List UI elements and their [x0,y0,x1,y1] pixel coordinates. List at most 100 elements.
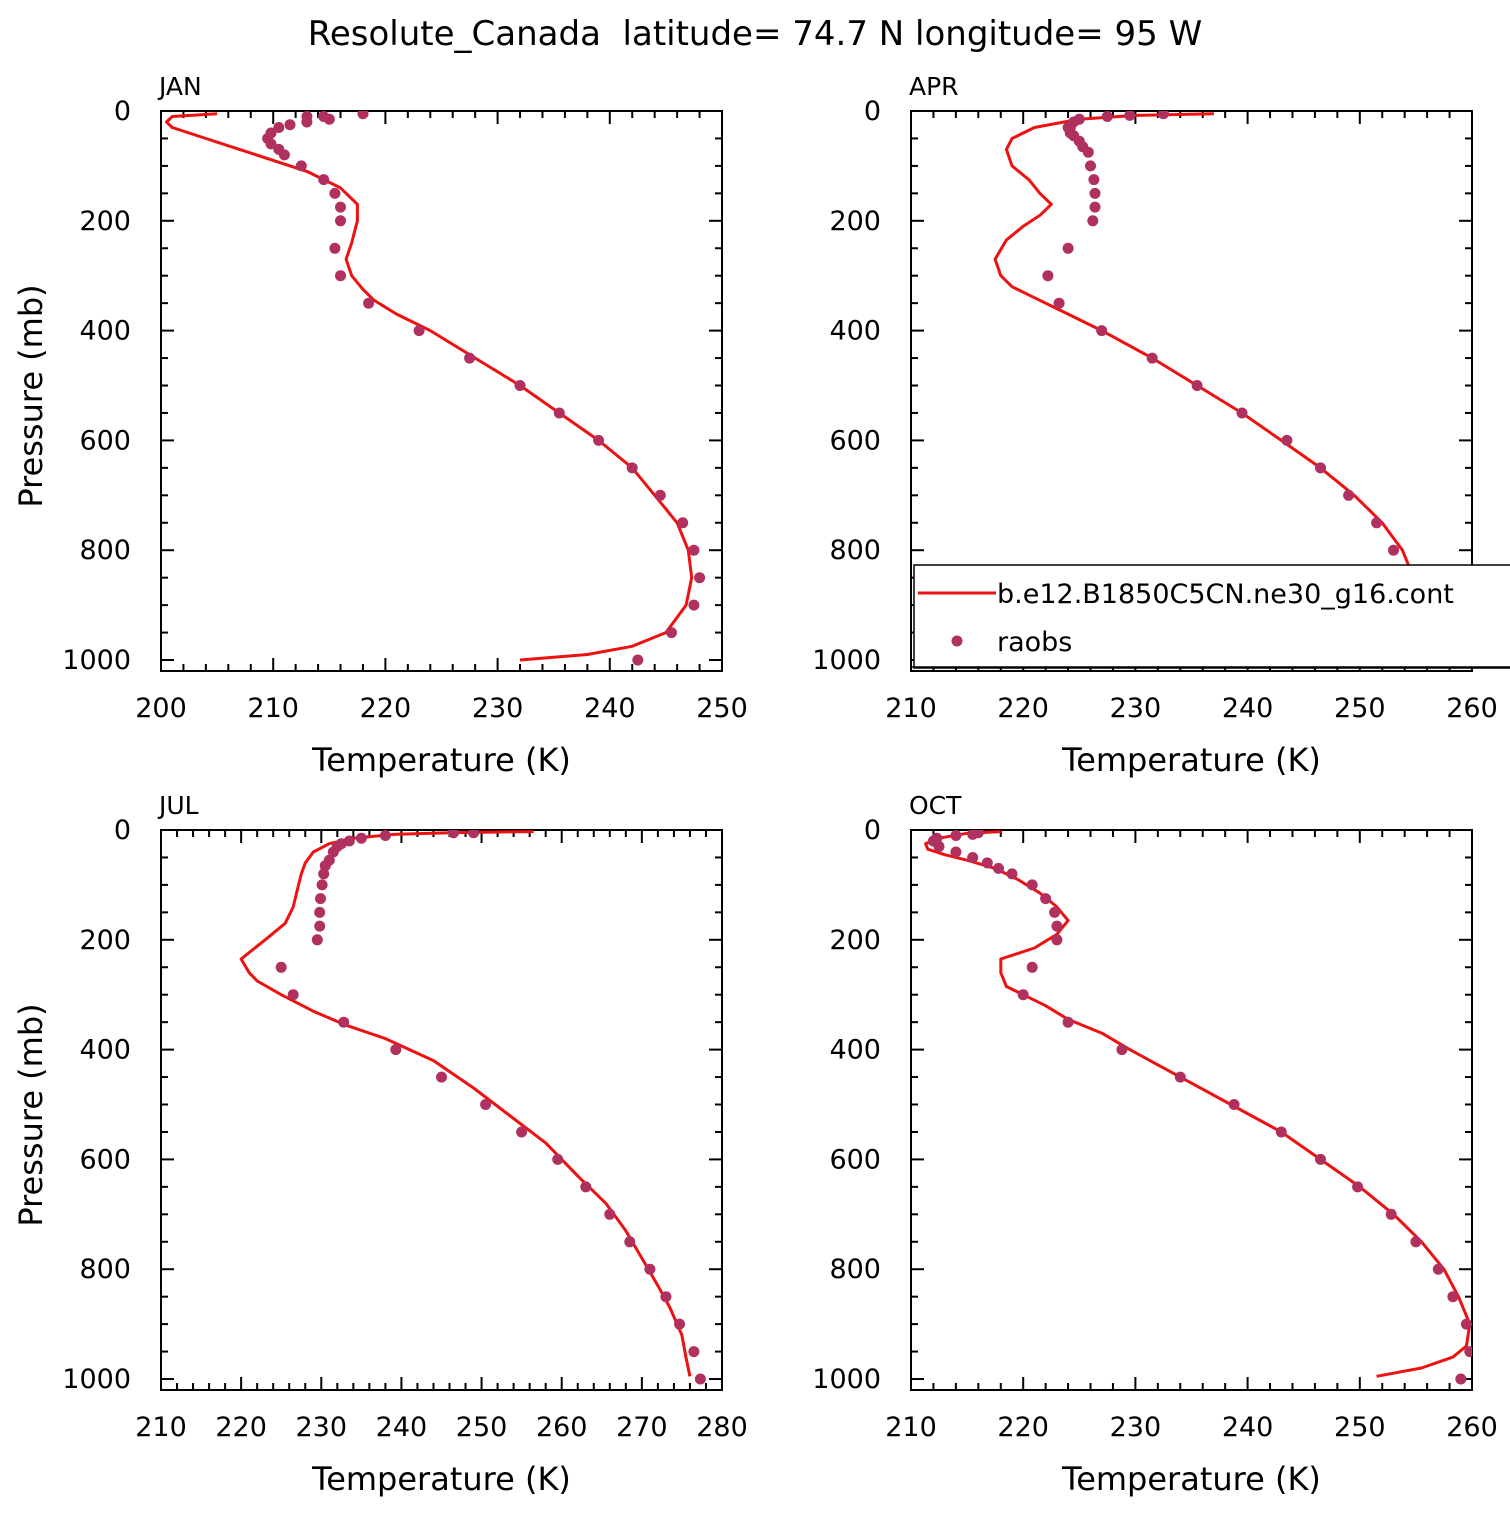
raobs-point [1085,160,1096,172]
raobs-point [677,517,689,529]
raobs-point [1017,989,1029,1001]
raobs-point [516,1126,528,1138]
raobs-point [993,862,1004,874]
x-tick-label: 240 [1222,1412,1274,1443]
raobs-point [314,920,326,932]
model-profile-line [239,830,692,1377]
raobs-point [314,906,326,918]
raobs-point [593,434,605,446]
raobs-point [1455,1373,1467,1385]
raobs-point [1410,1236,1422,1248]
raobs-point [265,138,277,150]
legend-frame [913,564,1510,669]
y-tick-label: 800 [829,535,881,566]
x-tick-label: 250 [696,693,748,724]
x-tick-label: 260 [1446,693,1498,724]
x-tick-label: 250 [1334,693,1386,724]
x-tick-label: 270 [616,1412,668,1443]
raobs-point [301,116,313,128]
raobs-point [338,1016,350,1028]
raobs-point [624,1236,636,1248]
y-tick-label: 800 [79,1254,131,1285]
x-tick-label: 250 [1334,1412,1386,1443]
raobs-point [644,1263,656,1275]
y-tick-label: 600 [829,425,881,456]
x-tick-label: 230 [296,1412,348,1443]
x-tick-label: 220 [360,693,412,724]
raobs-point [950,830,962,841]
x-tick-label: 240 [584,693,636,724]
raobs-point [1042,270,1054,282]
raobs-point [468,830,480,839]
x-tick-label: 260 [1446,1412,1498,1443]
raobs-point [660,1291,672,1303]
y-tick-label: 400 [79,1035,131,1066]
plot-area [924,830,1472,1385]
raobs-point [1089,187,1101,199]
plot-area [165,111,706,666]
raobs-point [287,989,299,1001]
raobs-point [1315,1153,1326,1165]
y-tick-label: 200 [79,925,131,956]
raobs-point [933,841,945,852]
raobs-point [626,462,638,474]
raobs-point [464,352,476,364]
raobs-point [514,380,526,391]
x-tick-label: 210 [247,693,299,724]
x-tick-label: 210 [885,1412,937,1443]
raobs-point [694,1373,706,1385]
y-tick-label: 400 [829,316,881,347]
raobs-point [275,961,287,973]
raobs-point [1385,1208,1397,1220]
raobs-point [335,215,346,227]
raobs-point [316,879,328,891]
raobs-point [1006,868,1018,880]
plot-frame [160,110,723,672]
x-tick-label: 240 [1222,693,1274,724]
x-tick-label: 220 [997,1412,1049,1443]
y-axis-label: Pressure (mb) [12,284,50,507]
panel-oct: 210 220 230 240 250 260 0 200 400 600 800 1000 OCT Te… [812,791,1497,1498]
panels: 200 210 220 230 240 250 0 200 400 600 800 1000 JAN Te… [12,72,1498,1498]
panel-jan: 200 210 220 230 240 250 0 200 400 600 800 1000 JAN Te… [12,72,748,779]
raobs-point [1082,146,1094,158]
raobs-point [1228,1099,1240,1110]
x-axis-label: Temperature (K) [1061,741,1321,779]
raobs-point [1460,1318,1472,1330]
raobs-point [967,852,979,863]
raobs-point [688,1346,700,1358]
raobs-point [1051,920,1063,932]
raobs-point [273,122,285,133]
raobs-point [379,830,391,841]
x-tick-label: 220 [997,693,1049,724]
y-tick-label: 0 [114,815,131,846]
raobs-point [319,860,331,872]
raobs-point [1343,489,1355,501]
raobs-point [688,544,700,556]
raobs-point [295,160,307,172]
raobs-point [278,149,290,161]
y-tick-label: 1000 [62,1364,131,1395]
raobs-point [1049,906,1061,918]
y-tick-label: 600 [79,1144,131,1175]
y-tick-label: 400 [79,316,131,347]
panel-label: JUL [157,791,199,820]
x-tick-label: 210 [135,1412,187,1443]
panel-jul: 210 220 230 240 250 260 270 280 0 200 400 600 800 100… [12,791,748,1498]
raobs-point [357,111,369,120]
raobs-point [329,187,341,199]
x-tick-label: 280 [696,1412,748,1443]
raobs-point [436,1071,447,1083]
raobs-point [553,407,565,419]
raobs-point [580,1181,592,1193]
x-tick-label: 240 [376,1412,428,1443]
y-tick-label: 1000 [62,645,131,676]
raobs-point [363,297,375,309]
y-axis-label: Pressure (mb) [12,1003,50,1226]
y-tick-label: 600 [79,425,131,456]
raobs-point [1352,1181,1364,1193]
raobs-point [1191,380,1203,391]
raobs-point [967,830,979,840]
